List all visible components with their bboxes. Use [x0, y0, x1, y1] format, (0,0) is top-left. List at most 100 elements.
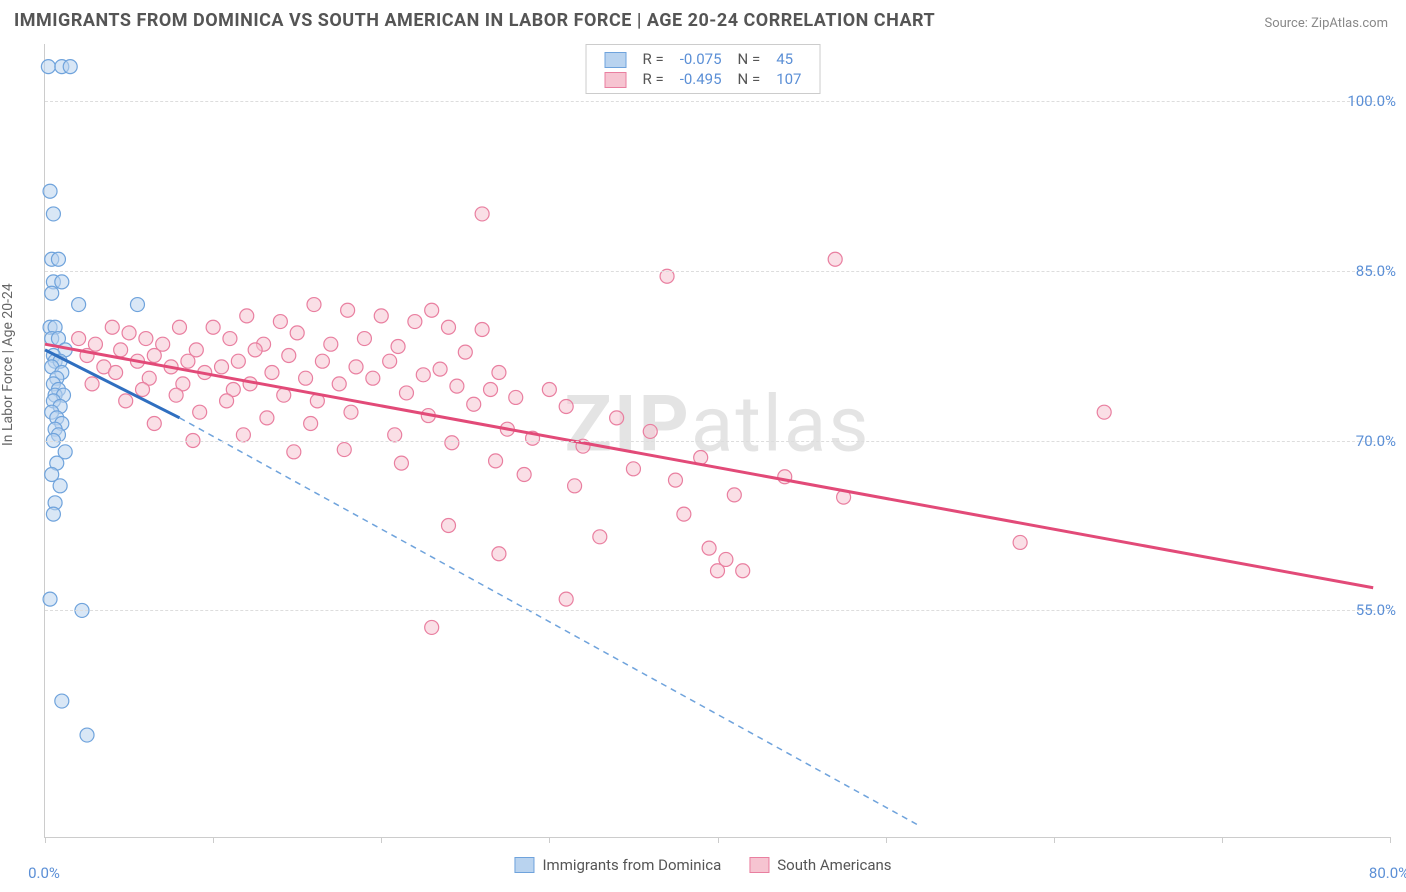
scatter-point — [220, 394, 234, 408]
scatter-point — [442, 518, 456, 532]
scatter-point — [63, 60, 77, 74]
scatter-point — [46, 207, 60, 221]
series-legend-item-1: South Americans — [749, 856, 891, 874]
legend-table: R = -0.075 N = 45 R = -0.495 N = 107 — [597, 49, 810, 89]
scatter-point — [273, 315, 287, 329]
scatter-point — [559, 592, 573, 606]
scatter-point — [349, 360, 363, 374]
scatter-point — [489, 454, 503, 468]
scatter-point — [492, 547, 506, 561]
scatter-point — [72, 332, 86, 346]
scatter-point — [509, 390, 523, 404]
scatter-point — [43, 592, 57, 606]
legend-n-value-1: 107 — [768, 69, 809, 89]
scatter-point — [610, 411, 624, 425]
scatter-point — [53, 479, 67, 493]
scatter-point — [467, 397, 481, 411]
scatter-point — [72, 298, 86, 312]
scatter-point — [337, 443, 351, 457]
scatter-point — [290, 326, 304, 340]
scatter-point — [105, 320, 119, 334]
scatter-point — [416, 368, 430, 382]
scatter-point — [408, 315, 422, 329]
scatter-point — [206, 320, 220, 334]
series-label-0: Immigrants from Dominica — [542, 856, 721, 874]
series-swatch-0 — [514, 857, 534, 873]
scatter-point — [445, 436, 459, 450]
scatter-point — [442, 320, 456, 334]
scatter-point — [240, 309, 254, 323]
trend-line-dash — [180, 418, 920, 826]
series-legend: Immigrants from Dominica South Americans — [506, 856, 899, 874]
chart-title: IMMIGRANTS FROM DOMINICA VS SOUTH AMERIC… — [14, 10, 935, 31]
scatter-point — [643, 424, 657, 438]
scatter-point — [139, 332, 153, 346]
source-label: Source: ZipAtlas.com — [1264, 16, 1388, 31]
scatter-point — [1013, 535, 1027, 549]
scatter-point — [85, 377, 99, 391]
legend-swatch-0 — [605, 52, 627, 68]
scatter-point — [1097, 405, 1111, 419]
scatter-point — [265, 366, 279, 380]
scatter-point — [828, 252, 842, 266]
ytick-label: 70.0% — [1356, 432, 1396, 450]
ytick-label: 100.0% — [1347, 92, 1396, 110]
scatter-point — [344, 405, 358, 419]
scatter-point — [173, 320, 187, 334]
legend-row-0: R = -0.075 N = 45 — [597, 49, 810, 69]
scatter-point — [43, 184, 57, 198]
legend-n-label-1: N = — [730, 69, 769, 89]
scatter-point — [711, 564, 725, 578]
legend-n-value-0: 45 — [768, 49, 809, 69]
scatter-point — [736, 564, 750, 578]
scatter-point — [366, 371, 380, 385]
scatter-point — [399, 386, 413, 400]
scatter-point — [315, 354, 329, 368]
scatter-point — [357, 332, 371, 346]
scatter-point — [130, 298, 144, 312]
scatter-point — [568, 479, 582, 493]
scatter-point — [307, 298, 321, 312]
scatter-point — [484, 383, 498, 397]
y-axis-label: In Labor Force | Age 20-24 — [0, 283, 16, 446]
scatter-point — [169, 388, 183, 402]
scatter-point — [593, 530, 607, 544]
legend-r-label-0: R = — [635, 49, 672, 69]
scatter-point — [51, 252, 65, 266]
scatter-point — [287, 445, 301, 459]
ytick-label: 85.0% — [1356, 262, 1396, 280]
legend-r-value-1: -0.495 — [672, 69, 730, 89]
scatter-point — [475, 322, 489, 336]
legend-r-value-0: -0.075 — [672, 49, 730, 69]
scatter-point — [450, 379, 464, 393]
xtick-label: 0.0% — [28, 864, 60, 882]
scatter-point — [282, 349, 296, 363]
scatter-point — [668, 473, 682, 487]
series-legend-item-0: Immigrants from Dominica — [514, 856, 721, 874]
scatter-point — [383, 354, 397, 368]
scatter-point — [41, 60, 55, 74]
scatter-point — [425, 620, 439, 634]
series-label-1: South Americans — [777, 856, 891, 874]
scatter-point — [223, 332, 237, 346]
scatter-point — [55, 694, 69, 708]
legend-n-label-0: N = — [730, 49, 769, 69]
scatter-point — [391, 339, 405, 353]
scatter-point — [119, 394, 133, 408]
scatter-point — [299, 371, 313, 385]
scatter-point — [542, 383, 556, 397]
scatter-point — [559, 400, 573, 414]
scatter-point — [215, 360, 229, 374]
scatter-point — [109, 366, 123, 380]
scatter-point — [626, 462, 640, 476]
scatter-point — [475, 207, 489, 221]
series-swatch-1 — [749, 857, 769, 873]
legend-swatch-1 — [605, 72, 627, 88]
scatter-point — [492, 366, 506, 380]
scatter-point — [55, 275, 69, 289]
scatter-point — [433, 362, 447, 376]
scatter-point — [248, 343, 262, 357]
scatter-point — [341, 303, 355, 317]
scatter-point — [147, 349, 161, 363]
plot-area: ZIPatlas — [44, 44, 1390, 838]
